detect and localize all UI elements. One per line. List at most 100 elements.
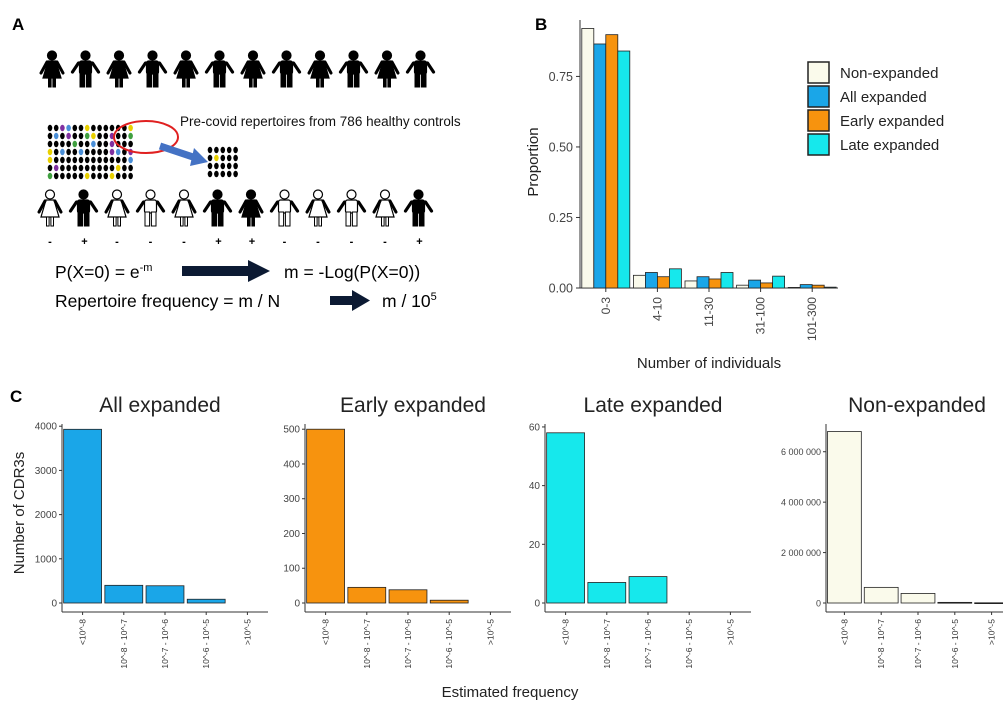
x-tick-label: >10^-5 — [725, 619, 735, 645]
repertoire-dot — [91, 132, 96, 140]
panel-label-c: C — [10, 387, 22, 406]
x-tick-label: 101-300 — [805, 297, 819, 341]
repertoire-dot — [122, 172, 127, 180]
y-tick-label: 0.00 — [549, 282, 573, 296]
bar — [937, 601, 973, 604]
repertoire-dot — [97, 148, 102, 156]
repertoire-dot — [128, 132, 133, 140]
repertoire-dot — [115, 132, 121, 140]
sample-dot — [207, 162, 213, 170]
bar — [63, 428, 102, 604]
repertoire-dot — [72, 156, 78, 164]
y-tick-label: 400 — [283, 459, 300, 470]
repertoire-dot — [60, 132, 65, 140]
repertoire-dot — [115, 164, 121, 172]
x-tick-label: >10^-5 — [242, 619, 252, 645]
sample-dot — [226, 146, 232, 154]
bar — [145, 585, 185, 604]
repertoire-dot — [66, 148, 71, 156]
repertoire-dot — [103, 148, 109, 156]
sample-dot — [220, 154, 226, 162]
repertoire-dot — [115, 148, 121, 156]
repertoire-dot — [66, 164, 71, 172]
repertoire-dot — [97, 172, 102, 180]
repertoire-dot — [103, 172, 109, 180]
person-icon — [403, 189, 434, 227]
bar — [633, 274, 646, 289]
y-tick-label: 0 — [534, 599, 540, 610]
person-icon — [135, 189, 166, 227]
x-tick-label: 10^-6 - 10^-5 — [950, 619, 960, 669]
repertoire-dot — [53, 164, 59, 172]
person-icon — [173, 50, 199, 88]
sample-dot — [214, 170, 219, 178]
y-tick-label: 4000 — [35, 422, 58, 433]
x-tick-label: <10^-8 — [78, 619, 88, 645]
repertoire-dot — [84, 124, 90, 132]
repertoire-dot — [91, 156, 96, 164]
person-icon — [271, 50, 302, 88]
repertoire-dot — [53, 124, 59, 132]
repertoire-dot — [91, 172, 96, 180]
repertoire-dot — [84, 132, 90, 140]
x-tick-label: >10^-5 — [485, 619, 495, 645]
repertoire-dot — [97, 132, 102, 140]
y-tick-label: 6 000 000 — [781, 447, 821, 457]
repertoire-dot — [84, 156, 90, 164]
equation-probability: P(X=0) = e-m — [55, 262, 152, 282]
bar — [581, 28, 595, 289]
y-axis-title: Number of CDR3s — [11, 452, 28, 575]
repertoire-dot — [78, 172, 84, 180]
equation-m-over-n: m / 105 — [382, 291, 437, 311]
chart-title: All expanded — [99, 394, 220, 417]
equation-m: m = -Log(P(X=0)) — [284, 262, 420, 282]
bar — [605, 34, 619, 289]
person-icon — [336, 189, 367, 227]
repertoire-dot — [109, 140, 115, 148]
person-icon — [202, 189, 233, 227]
person-icon — [338, 50, 369, 88]
y-axis-title: Proportion — [525, 127, 542, 196]
repertoire-dot — [97, 140, 102, 148]
bar — [669, 268, 682, 289]
bar — [823, 286, 837, 289]
sample-dot — [220, 146, 226, 154]
status-sign: - — [182, 236, 186, 248]
sample-dot — [207, 170, 213, 178]
repertoire-dot — [66, 132, 71, 140]
x-tick-label: >10^-5 — [987, 619, 997, 645]
legend-swatch — [807, 109, 830, 132]
x-tick-label: 10^-8 - 10^-7 — [876, 619, 886, 669]
repertoire-dot — [109, 164, 115, 172]
x-tick-label: 10^-7 - 10^-6 — [913, 619, 923, 669]
bar — [974, 602, 1003, 604]
repertoire-dot — [128, 172, 133, 180]
person-icon — [204, 50, 235, 88]
bar — [684, 280, 698, 289]
repertoire-dot — [47, 132, 53, 140]
status-sign: - — [48, 236, 52, 248]
repertoire-dot — [72, 140, 78, 148]
legend-swatch — [807, 133, 830, 156]
repertoire-dot — [60, 172, 65, 180]
y-tick-label: 0 — [51, 599, 57, 610]
repertoire-dot — [97, 156, 102, 164]
sample-dot — [214, 146, 219, 154]
person-icon — [137, 50, 168, 88]
x-tick-label: <10^-8 — [561, 619, 571, 645]
repertoire-dot — [115, 172, 121, 180]
y-tick-label: 2000 — [35, 510, 58, 521]
y-tick-label: 20 — [529, 540, 541, 551]
chart-title: Late expanded — [584, 394, 723, 417]
repertoire-dot — [78, 124, 84, 132]
bar — [546, 432, 585, 604]
y-tick-label: 0 — [294, 599, 300, 610]
repertoire-dot — [128, 124, 133, 132]
x-tick-label: 10^-6 - 10^-5 — [444, 619, 454, 669]
status-sign: - — [316, 236, 320, 248]
legend-swatch — [807, 61, 830, 84]
sample-dot — [233, 162, 238, 170]
bar — [347, 586, 387, 604]
repertoire-dot — [97, 164, 102, 172]
